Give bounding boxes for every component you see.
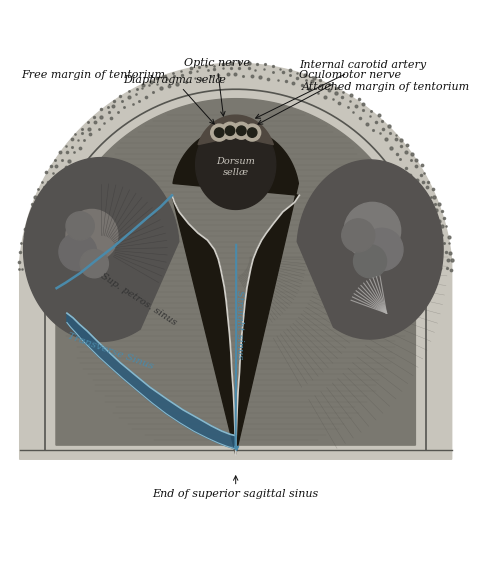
Text: Oculomotor nerve: Oculomotor nerve	[258, 70, 402, 124]
Text: Optic nerve: Optic nerve	[184, 58, 250, 116]
Polygon shape	[297, 160, 443, 339]
Text: End of superior sagittal sinus: End of superior sagittal sinus	[152, 476, 319, 499]
Polygon shape	[196, 120, 276, 210]
Circle shape	[354, 245, 386, 278]
Circle shape	[210, 124, 228, 141]
Text: Straight sinus: Straight sinus	[235, 290, 244, 359]
Text: Attached margin of tentorium: Attached margin of tentorium	[302, 81, 470, 92]
Circle shape	[214, 128, 224, 137]
Circle shape	[66, 210, 118, 261]
Circle shape	[344, 202, 401, 259]
Circle shape	[342, 219, 374, 252]
Polygon shape	[56, 99, 416, 445]
Text: Diaphragma sellæ: Diaphragma sellæ	[123, 75, 226, 124]
Polygon shape	[24, 158, 179, 341]
Polygon shape	[172, 127, 300, 455]
Circle shape	[59, 233, 96, 271]
Polygon shape	[198, 115, 274, 145]
Text: Internal carotid artery: Internal carotid artery	[256, 60, 426, 118]
Text: Transverse Sinus: Transverse Sinus	[66, 331, 155, 371]
Circle shape	[80, 250, 108, 278]
Circle shape	[244, 124, 260, 141]
Circle shape	[360, 228, 403, 271]
Circle shape	[66, 212, 94, 240]
Circle shape	[248, 128, 257, 137]
Circle shape	[226, 126, 234, 136]
Circle shape	[222, 122, 238, 139]
Polygon shape	[67, 313, 235, 449]
Text: Sup. petros. sinus: Sup. petros. sinus	[100, 271, 178, 327]
Text: Dorsum
sellæ: Dorsum sellæ	[216, 157, 255, 177]
Circle shape	[236, 126, 246, 136]
Circle shape	[233, 122, 250, 139]
Polygon shape	[20, 63, 452, 459]
Text: Free margin of tentorium: Free margin of tentorium	[21, 70, 165, 80]
